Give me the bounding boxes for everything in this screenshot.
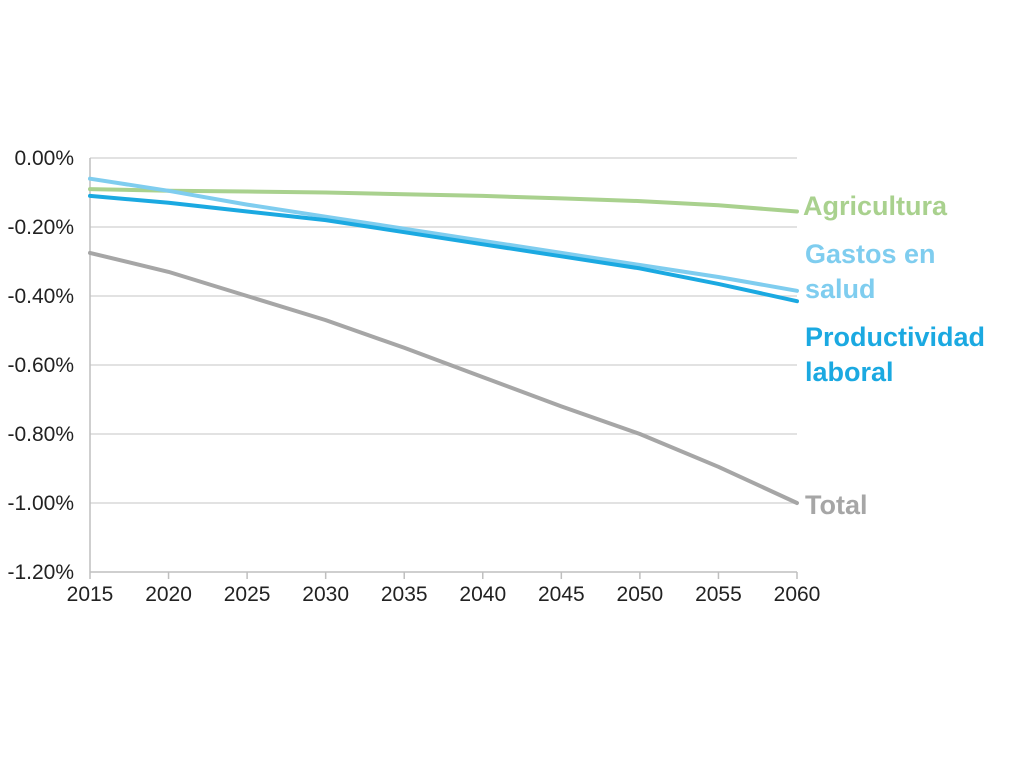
series-label-line: salud (805, 274, 876, 304)
gridlines (90, 157, 797, 504)
y-tick-label: -1.00% (7, 492, 74, 515)
series-line-gastos-en-salud (88, 176, 799, 293)
series-label-line: Gastos en (805, 239, 936, 269)
x-tick-label: 2035 (381, 583, 428, 606)
y-tick-label: -0.40% (7, 285, 74, 308)
x-tick-label: 2040 (459, 583, 506, 606)
series-label-line: Agricultura (803, 191, 948, 221)
x-tick-label: 2020 (145, 583, 192, 606)
x-axis-tick-labels: 2015 2020 2025 2030 2035 2040 2045 2050 2055 2060 (67, 583, 821, 606)
x-tick-label: 2025 (224, 583, 271, 606)
series-line-productividad-laboral (88, 193, 799, 304)
x-tick-label: 2030 (302, 583, 349, 606)
series-label-total: Total (805, 490, 868, 520)
series-label-line: laboral (805, 357, 894, 387)
x-tick-label: 2045 (538, 583, 585, 606)
x-tick-label: 2015 (67, 583, 114, 606)
y-tick-label: -0.80% (7, 423, 74, 446)
y-tick-label: -1.20% (7, 561, 74, 584)
series-line-total (88, 250, 799, 505)
series-line-agricultura (88, 187, 799, 214)
axes (89, 158, 798, 579)
series-label-agricultura: Agricultura (803, 191, 948, 221)
y-tick-label: -0.20% (7, 216, 74, 239)
series-label-line: Total (805, 490, 868, 520)
series-label-gastos-en-salud: Gastos en salud (805, 239, 936, 304)
x-tick-label: 2050 (617, 583, 664, 606)
series-label-line: Productividad (805, 322, 985, 352)
y-tick-label: 0.00% (14, 147, 74, 170)
series-labels: Agricultura Gastos en salud Productividad la… (803, 191, 985, 520)
y-tick-label: -0.60% (7, 354, 74, 377)
x-tick-label: 2055 (695, 583, 742, 606)
series-label-productividad-laboral: Productividad laboral (805, 322, 985, 387)
x-tick-label: 2060 (774, 583, 821, 606)
y-axis-tick-labels: 0.00% -0.20% -0.40% -0.60% -0.80% -1.00% -1.20… (7, 147, 74, 584)
series-lines (88, 176, 799, 505)
